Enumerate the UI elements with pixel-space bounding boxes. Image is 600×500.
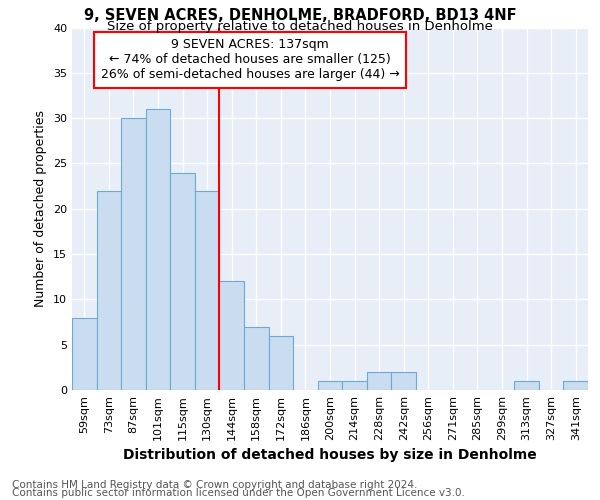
Y-axis label: Number of detached properties: Number of detached properties	[34, 110, 47, 307]
Bar	[563, 381, 588, 390]
Bar	[244, 326, 269, 390]
Bar	[121, 118, 146, 390]
Text: Contains HM Land Registry data © Crown copyright and database right 2024.: Contains HM Land Registry data © Crown c…	[12, 480, 418, 490]
Bar	[195, 190, 220, 390]
Bar	[97, 190, 121, 390]
Text: 9 SEVEN ACRES: 137sqm
← 74% of detached houses are smaller (125)
26% of semi-det: 9 SEVEN ACRES: 137sqm ← 74% of detached …	[101, 38, 400, 82]
Bar	[72, 318, 97, 390]
Bar	[342, 381, 367, 390]
Bar	[514, 381, 539, 390]
Bar	[170, 172, 195, 390]
Bar	[391, 372, 416, 390]
Text: Contains public sector information licensed under the Open Government Licence v3: Contains public sector information licen…	[12, 488, 465, 498]
Bar	[269, 336, 293, 390]
Text: Size of property relative to detached houses in Denholme: Size of property relative to detached ho…	[107, 20, 493, 33]
Bar	[367, 372, 391, 390]
Bar	[220, 281, 244, 390]
Bar	[146, 109, 170, 390]
X-axis label: Distribution of detached houses by size in Denholme: Distribution of detached houses by size …	[123, 448, 537, 462]
Text: 9, SEVEN ACRES, DENHOLME, BRADFORD, BD13 4NF: 9, SEVEN ACRES, DENHOLME, BRADFORD, BD13…	[83, 8, 517, 22]
Bar	[318, 381, 342, 390]
